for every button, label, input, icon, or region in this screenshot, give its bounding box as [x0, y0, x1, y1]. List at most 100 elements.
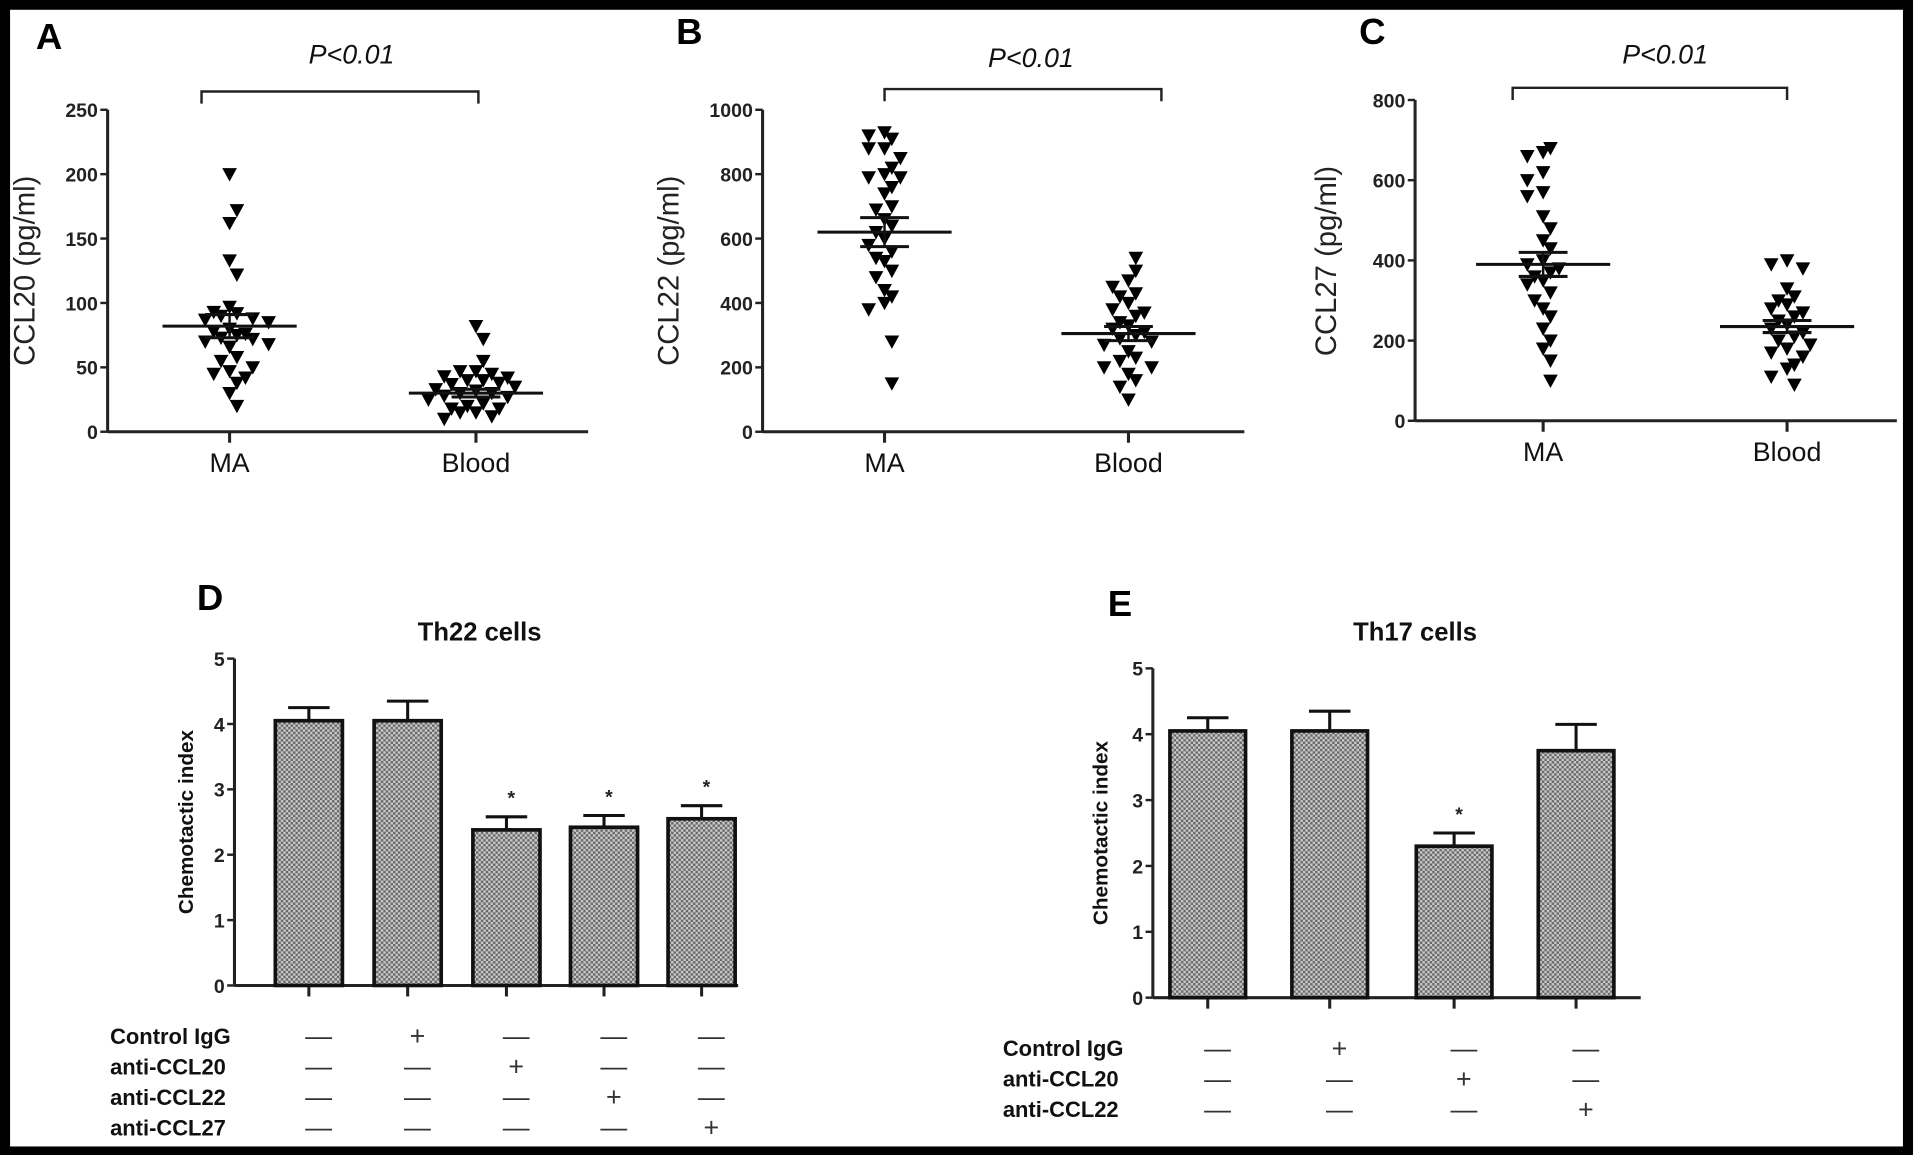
- y-tick-label: 600: [720, 229, 753, 251]
- y-axis-label: Chemotactic index: [175, 729, 198, 914]
- data-point: [884, 290, 900, 304]
- y-tick-label: 5: [1132, 659, 1143, 681]
- chart-title: Th17 cells: [1353, 618, 1477, 646]
- y-tick-label: 150: [65, 229, 98, 251]
- data-point: [468, 320, 484, 334]
- data-point: [1121, 393, 1136, 407]
- treatment-sign: —: [503, 1082, 530, 1112]
- data-point: [1535, 322, 1551, 336]
- data-point: [1535, 146, 1551, 160]
- treatment-sign: —: [600, 1052, 627, 1082]
- data-point: [206, 305, 222, 320]
- data-point: [1763, 346, 1779, 360]
- data-point: [868, 203, 884, 217]
- treatment-sign: +: [606, 1082, 622, 1112]
- data-point: [1121, 367, 1136, 382]
- y-tick-label: 400: [720, 293, 753, 315]
- treatment-sign: —: [503, 1021, 530, 1051]
- data-point: [1795, 306, 1811, 320]
- data-point: [861, 303, 877, 317]
- data-point: [884, 200, 900, 214]
- treatment-sign: +: [1332, 1033, 1348, 1063]
- data-point: [877, 142, 892, 156]
- y-tick-label: 0: [87, 422, 98, 444]
- data-point: [877, 168, 892, 182]
- significance-bracket: [200, 90, 480, 104]
- y-tick-label: 600: [1373, 171, 1406, 193]
- treatment-label: anti-CCL22: [1003, 1097, 1119, 1122]
- treatment-sign: —: [1204, 1033, 1231, 1063]
- treatment-sign: —: [305, 1113, 332, 1143]
- data-point: [1543, 286, 1558, 300]
- treatment-sign: —: [1204, 1064, 1231, 1094]
- panel-e: E 0 1 2 3 4 5 Chemotactic index Th17 cells * Contr…: [1003, 583, 1641, 1124]
- data-point: [1535, 342, 1551, 356]
- data-point: [1779, 254, 1795, 268]
- y-tick-label: 0: [742, 422, 753, 444]
- data-point: [436, 370, 452, 384]
- data-point: [1128, 309, 1144, 324]
- data-point: [1112, 290, 1128, 304]
- y-tick-label: 50: [76, 358, 98, 380]
- y-tick-label: 800: [1373, 90, 1406, 112]
- treatment-sign: +: [704, 1113, 720, 1143]
- panel-label: B: [676, 11, 702, 52]
- y-tick-label: 250: [65, 100, 98, 122]
- bar: [568, 825, 640, 988]
- treatment-label: Control IgG: [110, 1024, 231, 1049]
- y-axis-label: CCL22 (pg/ml): [653, 176, 685, 366]
- data-point: [1543, 310, 1558, 324]
- data-point: [484, 367, 500, 382]
- data-point: [261, 316, 276, 330]
- data-point: [1535, 302, 1551, 316]
- treatment-sign: —: [404, 1113, 431, 1143]
- data-point: [1128, 251, 1144, 266]
- data-point: [868, 271, 884, 285]
- data-point: [222, 168, 237, 182]
- treatment-sign: —: [404, 1052, 431, 1082]
- treatment-sign: +: [508, 1052, 524, 1082]
- y-tick-label: 400: [1373, 251, 1406, 273]
- panel-b: B 0 200 400 600 800 1000 CCL22 (pg/ml) MA Blood P<…: [653, 11, 1245, 478]
- data-point: [197, 313, 213, 328]
- data-point: [884, 264, 900, 279]
- data-point: [893, 171, 908, 185]
- data-point: [1779, 342, 1795, 356]
- data-point: [861, 129, 877, 143]
- y-tick-label: 200: [720, 358, 753, 380]
- data-point: [245, 361, 261, 375]
- y-tick-label: 0: [1394, 411, 1405, 433]
- data-point: [877, 296, 892, 311]
- x-category-label: Blood: [1094, 448, 1163, 478]
- data-point: [877, 187, 892, 201]
- data-point: [507, 380, 523, 394]
- significance-marker: *: [508, 788, 516, 810]
- treatment-sign: +: [1456, 1064, 1472, 1094]
- y-tick-label: 5: [214, 649, 225, 671]
- data-point: [884, 377, 900, 391]
- data-point: [1527, 294, 1542, 308]
- treatment-label: anti-CCL22: [110, 1085, 226, 1110]
- data-point: [1543, 222, 1558, 236]
- data-point: [206, 325, 222, 339]
- data-point: [1763, 302, 1779, 316]
- y-axis-label: CCL20 (pg/ml): [9, 176, 41, 366]
- p-value-annotation: P<0.01: [1622, 39, 1708, 69]
- data-point: [1771, 294, 1786, 308]
- data-point: [1519, 278, 1535, 292]
- bar: [273, 718, 345, 988]
- data-point: [452, 406, 468, 420]
- data-point: [261, 338, 276, 352]
- treatment-sign: —: [1204, 1094, 1231, 1124]
- data-point: [884, 219, 900, 234]
- data-point: [1543, 354, 1558, 368]
- x-category-label: Blood: [442, 448, 511, 478]
- data-point: [1787, 358, 1802, 372]
- data-point: [1543, 374, 1558, 388]
- data-point: [1112, 380, 1128, 394]
- data-point: [1105, 303, 1120, 317]
- y-tick-label: 200: [65, 164, 98, 186]
- data-point: [1112, 354, 1128, 369]
